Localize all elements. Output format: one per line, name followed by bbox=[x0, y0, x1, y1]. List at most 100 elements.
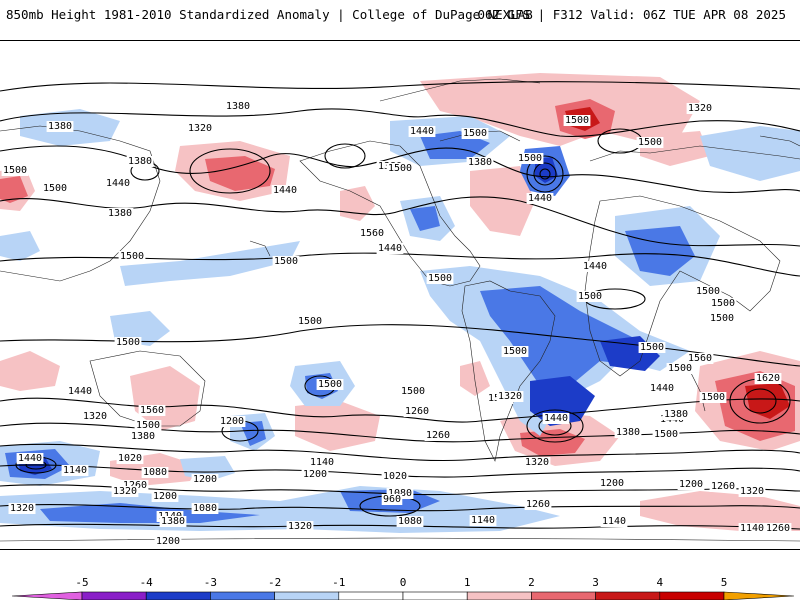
colorbar-segment bbox=[338, 591, 404, 601]
contour-label: 1260 bbox=[766, 523, 790, 534]
contour-label-bg bbox=[381, 471, 409, 482]
contour-label-bg bbox=[191, 503, 219, 514]
colorbar-low-arrow bbox=[11, 591, 83, 601]
contour-label-bg bbox=[524, 499, 552, 510]
contour-label-bg bbox=[652, 429, 680, 440]
contour-label-bg bbox=[496, 391, 524, 402]
contour-label: 1020 bbox=[383, 471, 407, 482]
contour-label-bg bbox=[461, 128, 489, 139]
contour-label-bg bbox=[581, 261, 609, 272]
contour-label: 1200 bbox=[193, 474, 217, 485]
contour-label-bg bbox=[8, 503, 36, 514]
contour-label-bg bbox=[666, 363, 694, 374]
contour-label-bg bbox=[296, 316, 324, 327]
contour-label-bg bbox=[151, 491, 179, 502]
colorbar-segment bbox=[466, 591, 532, 601]
contour-label-bg bbox=[396, 516, 424, 527]
colorbar-segment bbox=[210, 591, 275, 601]
colorbar-tick-label: -2 bbox=[268, 576, 281, 589]
contour-label-bg bbox=[272, 256, 300, 267]
contour-label: 1380 bbox=[131, 431, 155, 442]
contour-label: 1500 bbox=[274, 256, 298, 267]
contour-label-bg bbox=[81, 411, 109, 422]
contour-label-bg bbox=[134, 420, 162, 431]
contour-label-bg bbox=[111, 486, 139, 497]
contour-label: 1500 bbox=[710, 313, 734, 324]
contour-label: 1500 bbox=[640, 342, 664, 353]
contour-label: 1500 bbox=[388, 163, 412, 174]
contour-label: 1500 bbox=[3, 165, 27, 176]
contour-label-bg bbox=[501, 346, 529, 357]
contour-label-bg bbox=[1, 165, 29, 176]
colorbar-segment bbox=[81, 591, 147, 601]
contour-label-bg bbox=[224, 101, 252, 112]
contour-label: 960 bbox=[383, 494, 401, 505]
contour-label-bg bbox=[46, 121, 74, 132]
contour-label-bg bbox=[159, 516, 187, 527]
contour-label: 1500 bbox=[318, 379, 342, 390]
contour-label: 1200 bbox=[600, 478, 624, 489]
contour-label-bg bbox=[426, 273, 454, 284]
colorbar-tick-label: -5 bbox=[75, 576, 88, 589]
contour-label-bg bbox=[316, 379, 344, 390]
contour-label-bg bbox=[600, 516, 628, 527]
contour-label: 1500 bbox=[638, 137, 662, 148]
colorbar-tick-label: -3 bbox=[204, 576, 217, 589]
contour-label: 1260 bbox=[405, 406, 429, 417]
contour-label-bg bbox=[686, 353, 714, 364]
contour-label: 1380 bbox=[128, 156, 152, 167]
contour-label-bg bbox=[709, 298, 737, 309]
contour-label-bg bbox=[614, 427, 642, 438]
contour-label: 1440 bbox=[68, 386, 92, 397]
contour-label-bg bbox=[636, 137, 664, 148]
contour-label: 1500 bbox=[518, 153, 542, 164]
contour-label-bg bbox=[648, 383, 676, 394]
contour-label: 1500 bbox=[668, 363, 692, 374]
contour-label: 1560 bbox=[360, 228, 384, 239]
contour-label: 1320 bbox=[188, 123, 212, 134]
contour-label: 1500 bbox=[43, 183, 67, 194]
colorbar-tick-label: 4 bbox=[656, 576, 663, 589]
contour-label: 1260 bbox=[526, 499, 550, 510]
contour-label: 1140 bbox=[740, 523, 764, 534]
colorbar-ticks: -5 -4 -3 -2 -1 0 1 2 3 4 5 bbox=[75, 576, 727, 589]
contour-label: 1440 bbox=[528, 193, 552, 204]
colorbar-tick-label: 2 bbox=[528, 576, 535, 589]
contour-label: 1320 bbox=[288, 521, 312, 532]
colorbar-tick-label: -4 bbox=[140, 576, 154, 589]
contour-label-bg bbox=[126, 156, 154, 167]
contour-label-bg bbox=[708, 313, 736, 324]
contour-label-bg bbox=[399, 386, 427, 397]
contour-label-bg bbox=[526, 193, 554, 204]
contour-label: 1620 bbox=[756, 373, 780, 384]
contour-label: 1380 bbox=[161, 516, 185, 527]
colorbar-svg: -5 -4 -3 -2 -1 0 1 2 3 4 5 bbox=[11, 576, 795, 601]
contour-label-bg bbox=[114, 337, 142, 348]
contour-label-bg bbox=[424, 430, 452, 441]
contour-label: 1500 bbox=[136, 420, 160, 431]
contour-label-bg bbox=[218, 416, 246, 427]
contour-label: 1380 bbox=[616, 427, 640, 438]
contour-label-bg bbox=[286, 521, 314, 532]
contour-label-bg bbox=[106, 208, 134, 219]
contour-label-bg bbox=[516, 153, 544, 164]
contour-label: 1080 bbox=[398, 516, 422, 527]
contour-label-bg bbox=[576, 291, 604, 302]
colorbar-boxes bbox=[11, 591, 795, 601]
contour-label: 1440 bbox=[106, 178, 130, 189]
contour-label: 1200 bbox=[220, 416, 244, 427]
contour-label: 1500 bbox=[565, 115, 589, 126]
colorbar-legend: -5 -4 -3 -2 -1 0 1 2 3 4 5 bbox=[0, 568, 800, 601]
contour-label-bg bbox=[308, 457, 336, 468]
colorbar-segment bbox=[402, 591, 468, 601]
contour-label: 1320 bbox=[688, 103, 712, 114]
contour-label-bg bbox=[598, 478, 626, 489]
contour-label-bg bbox=[116, 453, 144, 464]
contour-label: 1260 bbox=[123, 480, 147, 491]
contour-label-bg bbox=[563, 115, 591, 126]
contour-label: 1020 bbox=[118, 453, 142, 464]
contour-label: 1260 bbox=[711, 481, 735, 492]
contour-label: 1440 bbox=[273, 185, 297, 196]
colorbar-tick-label: 0 bbox=[400, 576, 407, 589]
contour-label: 1380 bbox=[664, 409, 688, 420]
